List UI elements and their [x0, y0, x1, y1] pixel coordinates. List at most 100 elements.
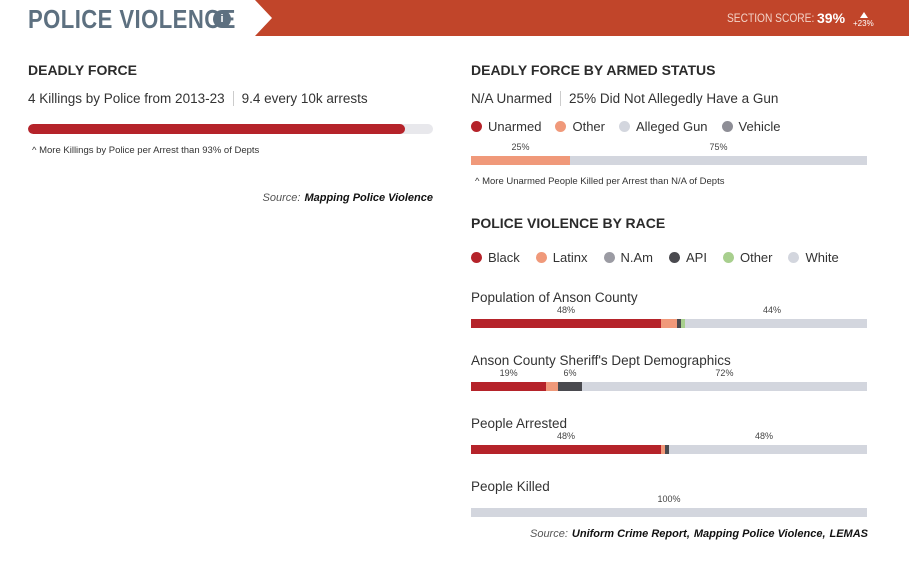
bar-track: 25% 75% [471, 142, 867, 165]
bar-segment [661, 319, 677, 328]
bar-segment [676, 319, 681, 328]
legend-item: White [788, 250, 839, 265]
heading: DEADLY FORCE [28, 62, 137, 78]
legend-dot [722, 252, 734, 263]
section-title: POLICE VIOLENCE [28, 4, 236, 34]
bar [28, 124, 405, 134]
change-arrow [860, 12, 868, 18]
value-label: 75% [709, 142, 728, 152]
bar-segment [558, 382, 582, 391]
legend-dot [788, 252, 800, 263]
info-icon[interactable]: i [213, 10, 231, 28]
source: Source: Mapping Police Violence [263, 192, 433, 204]
source: Source: Uniform Crime Report, Mapping Poli… [530, 528, 868, 540]
value-label: 25% [511, 142, 530, 152]
legend-label: Latinx [552, 250, 588, 265]
stat: N/A Unarmed [471, 91, 553, 106]
value-label: 48% [557, 431, 576, 441]
bar-segment [546, 382, 559, 391]
header-notch [255, 0, 272, 36]
legend-item: Latinx [535, 250, 588, 265]
stats: 4 Killings by Police from 2013-23 9.4 eve… [28, 91, 368, 106]
legend-item: N.Am [603, 250, 654, 265]
legend-label: N.Am [620, 250, 654, 265]
source-link[interactable]: Mapping Police Violence [304, 192, 433, 204]
bar-segment [661, 445, 666, 454]
bar-segment [471, 508, 867, 517]
legend-label: Other [572, 119, 605, 134]
bar-label: People Killed [471, 479, 550, 494]
legend: Unarmed Other Alleged Gun Vehicle [471, 119, 780, 134]
heading: POLICE VIOLENCE BY RACE [471, 215, 666, 231]
bar-track [28, 124, 433, 134]
bar-segment [665, 445, 669, 454]
bar-label: People Arrested [471, 416, 568, 431]
separator[interactable]: , [686, 528, 690, 540]
legend-label: Other [739, 250, 773, 265]
source-link[interactable]: Mapping Police Violence [693, 528, 823, 540]
legend-dot [555, 121, 567, 132]
value-label: 72% [715, 368, 734, 378]
legend-dot [603, 252, 615, 263]
legend-label: Vehicle [738, 119, 781, 134]
value-label: 19% [499, 368, 518, 378]
bar-track: 48% 48% [471, 431, 867, 454]
stats: N/A Unarmed 25% Did Not Allegedly Have a … [471, 91, 779, 106]
stat: 9.4 every 10k arrests [232, 91, 368, 106]
stat: 25% Did Not Allegedly Have a Gun [560, 91, 779, 106]
value-label: 6% [563, 368, 577, 378]
source-label: Source: [529, 528, 568, 540]
legend-label: API [686, 250, 707, 265]
legend-dot [471, 252, 482, 263]
value-label: 100% [657, 494, 681, 504]
bar-track: 19% 6% 72% [471, 368, 867, 391]
source-label: Source: [262, 192, 301, 204]
footnote: ^ More Unarmed People Killed per Arrest … [475, 176, 725, 187]
bar-segment [471, 445, 662, 454]
bar-track: 100% [471, 494, 867, 517]
legend-dot [721, 121, 733, 132]
bar-segment [471, 156, 570, 165]
legend-dot [471, 121, 482, 132]
bar-track: 48% 44% [471, 305, 867, 328]
legend-item: Vehicle [721, 119, 781, 134]
source-link[interactable]: Uniform Crime Report [571, 528, 687, 540]
legend-dot [618, 121, 630, 132]
legend-item: Alleged Gun [618, 119, 708, 134]
bar-segment [471, 382, 547, 391]
legend-dot [535, 252, 547, 263]
legend-item: Black [471, 250, 520, 265]
legend-label: White [805, 250, 839, 265]
legend: Black Latinx N.Am API Other White [471, 250, 839, 265]
header-band [255, 0, 909, 36]
bar-label: Population of Anson County [471, 290, 638, 305]
legend-item: Unarmed [471, 119, 541, 134]
score: 39% [817, 10, 846, 26]
bar-segment [581, 382, 867, 391]
legend-label: Alleged Gun [635, 119, 708, 134]
legend-dot [669, 252, 680, 263]
value-label: 48% [755, 431, 774, 441]
value-label: 48% [557, 305, 576, 315]
score-change: +23% [853, 19, 874, 28]
legend-item: API [669, 250, 707, 265]
header-bg [255, 0, 909, 36]
legend-item: Other [722, 250, 773, 265]
legend-label: Unarmed [488, 119, 542, 134]
source-link[interactable]: LEMAS [829, 528, 869, 540]
value-label: 44% [762, 305, 781, 315]
footnote: ^ More Killings by Police per Arrest tha… [32, 145, 260, 156]
bar-label: Anson County Sheriff's Dept Demographics [471, 353, 731, 368]
bar-segment [669, 445, 860, 454]
stat: 4 Killings by Police from 2013-23 [28, 91, 225, 106]
legend-item: Other [555, 119, 605, 134]
separator[interactable]: , [822, 528, 826, 540]
legend-label: Black [488, 250, 520, 265]
bar-segment [684, 319, 860, 328]
heading: DEADLY FORCE BY ARMED STATUS [471, 62, 716, 78]
bar-segment [680, 319, 685, 328]
score-label: SECTION SCORE: [727, 11, 815, 25]
bar-segment [570, 156, 867, 165]
bar-segment [471, 319, 662, 328]
